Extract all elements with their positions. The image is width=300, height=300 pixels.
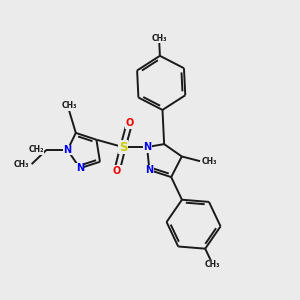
- Text: O: O: [125, 118, 134, 128]
- Text: S: S: [119, 141, 127, 154]
- Text: N: N: [64, 145, 72, 155]
- Text: N: N: [143, 142, 151, 152]
- Text: N: N: [145, 165, 154, 175]
- Text: CH₃: CH₃: [61, 101, 77, 110]
- Text: CH₃: CH₃: [202, 157, 217, 166]
- Text: CH₃: CH₃: [205, 260, 220, 269]
- Text: CH₃: CH₃: [14, 160, 29, 169]
- Text: CH₃: CH₃: [151, 34, 167, 43]
- Text: N: N: [76, 163, 84, 173]
- Text: O: O: [113, 166, 121, 176]
- Text: CH₂: CH₂: [28, 146, 44, 154]
